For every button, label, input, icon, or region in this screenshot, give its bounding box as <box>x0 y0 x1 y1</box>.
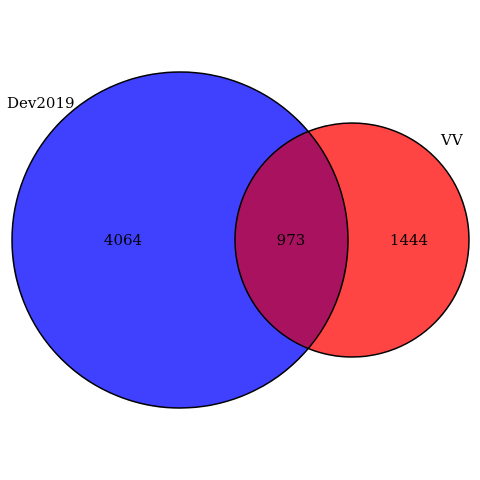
set-circle-dev2019 <box>12 72 348 408</box>
set-outline-vv <box>234 122 470 358</box>
count-dev2019-only: 4064 <box>104 231 142 249</box>
count-vv-only: 1444 <box>390 231 428 249</box>
set-label-dev2019: Dev2019 <box>7 94 75 112</box>
count-intersection: 973 <box>277 231 306 249</box>
set-outline-dev2019 <box>11 71 349 409</box>
set-label-vv: VV <box>440 131 464 149</box>
